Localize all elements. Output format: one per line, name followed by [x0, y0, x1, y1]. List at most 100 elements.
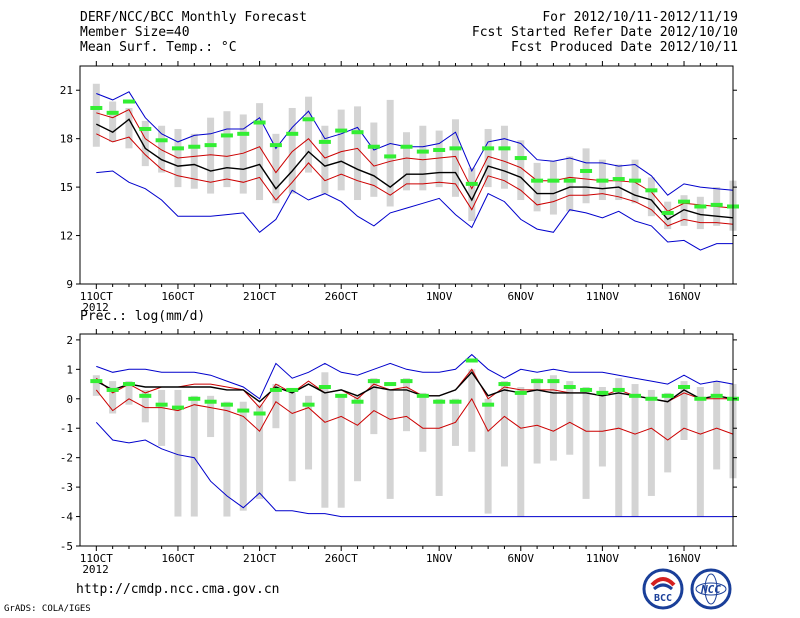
x-tick-label: 11NOV	[586, 552, 619, 565]
observed-mark-32	[596, 390, 609, 395]
observed-mark-23	[449, 399, 462, 404]
y-tick-label: -2	[60, 452, 73, 465]
ensemble-box-16	[337, 395, 345, 508]
observed-mark-24	[465, 358, 478, 363]
ensemble-box-15	[321, 125, 329, 194]
x-tick-label: 11NOV	[586, 290, 619, 303]
ensemble-box-26	[500, 381, 508, 467]
ncc-logo-text: NCC	[700, 583, 721, 596]
observed-mark-7	[188, 144, 201, 149]
y-tick-label: 9	[66, 278, 73, 291]
observed-mark-36	[661, 393, 674, 398]
y-tick-label: -1	[60, 422, 73, 435]
bcc-logo: BCC	[642, 568, 684, 610]
x-tick-label: 26OCT	[325, 552, 358, 565]
observed-mark-23	[449, 146, 462, 151]
ensemble-box-20	[403, 132, 410, 191]
observed-mark-34	[629, 393, 642, 398]
observed-mark-19	[384, 382, 397, 387]
grads-credit: GrADS: COLA/IGES	[4, 604, 91, 614]
series-max-line	[96, 91, 734, 196]
ensemble-box-8	[207, 395, 215, 438]
series-lower-line	[96, 133, 734, 227]
x-tick-label: 16NOV	[667, 552, 700, 565]
observed-mark-20	[400, 144, 413, 149]
observed-mark-22	[433, 399, 446, 404]
observed-mark-38	[694, 396, 707, 401]
observed-mark-18	[367, 379, 380, 384]
ensemble-box-11	[256, 404, 264, 499]
observed-mark-37	[678, 385, 691, 389]
observed-mark-2	[106, 387, 119, 392]
y-tick-label: 21	[60, 84, 73, 97]
ensemble-box-6	[174, 389, 182, 517]
ensemble-box-21	[419, 392, 427, 452]
x-tick-label: 16OCT	[161, 290, 194, 303]
x-tick-label: 26OCT	[325, 290, 358, 303]
observed-mark-12	[269, 143, 282, 148]
ensemble-box-33	[615, 378, 623, 517]
ensemble-box-35	[647, 389, 655, 496]
observed-mark-11	[253, 411, 266, 416]
forecast-period-label: For 2012/10/11-2012/11/19	[542, 10, 738, 25]
y-tick-label: -3	[60, 481, 73, 494]
ensemble-box-7	[190, 395, 198, 517]
source-url: http://cmdp.ncc.cma.gov.cn	[76, 582, 280, 597]
observed-mark-4	[139, 393, 152, 398]
ensemble-box-2	[109, 101, 117, 142]
ensemble-box-25	[484, 128, 492, 188]
series-max-line	[96, 353, 734, 400]
series-upper-line	[96, 108, 734, 212]
observed-mark-6	[171, 146, 184, 151]
ensemble-box-29	[549, 161, 557, 215]
ensemble-box-14	[305, 395, 313, 470]
ensemble-box-18	[370, 122, 378, 197]
observed-mark-35	[645, 396, 658, 401]
x-tick-label: 16OCT	[161, 552, 194, 565]
observed-mark-28	[531, 178, 544, 183]
ensemble-box-20	[403, 378, 410, 432]
observed-mark-29	[547, 379, 560, 384]
observed-mark-28	[531, 379, 544, 384]
ensemble-box-2	[109, 381, 117, 414]
observed-mark-10	[237, 131, 250, 136]
ensemble-box-13	[288, 107, 296, 194]
ensemble-box-9	[223, 401, 231, 517]
observed-mark-21	[416, 149, 429, 154]
observed-mark-5	[155, 138, 168, 143]
ensemble-box-12	[272, 384, 280, 429]
ensemble-box-36	[664, 392, 672, 473]
observed-mark-16	[335, 393, 348, 398]
observed-mark-21	[416, 393, 429, 398]
ensemble-box-32	[598, 387, 606, 467]
ensemble-box-5	[158, 389, 166, 446]
observed-mark-19	[384, 154, 397, 159]
ensemble-box-28	[533, 378, 541, 464]
ensemble-box-4	[141, 120, 149, 167]
observed-mark-3	[122, 99, 135, 104]
y-tick-label: -4	[60, 511, 74, 524]
ensemble-box-22	[435, 398, 443, 496]
x-tick-label: 1NOV	[426, 290, 453, 303]
ensemble-box-30	[566, 381, 574, 455]
y-tick-label: 2	[66, 334, 73, 347]
ensemble-box-17	[354, 106, 362, 201]
ensemble-box-17	[354, 395, 362, 482]
observed-mark-39	[710, 393, 723, 398]
series-min-line	[95, 421, 733, 518]
ensemble-box-19	[386, 389, 394, 499]
ensemble-box-1	[92, 375, 100, 396]
observed-mark-15	[318, 139, 331, 144]
observed-mark-27	[514, 390, 527, 395]
precip-panel-title: Prec.: log(mm/d)	[80, 309, 205, 324]
y-tick-label: -5	[60, 540, 73, 553]
observed-mark-30	[563, 385, 576, 389]
observed-mark-13	[286, 131, 299, 136]
observed-mark-29	[547, 178, 560, 183]
y-tick-label: 18	[60, 133, 73, 146]
observed-mark-6	[171, 405, 184, 410]
observed-mark-14	[302, 402, 315, 407]
observed-mark-3	[122, 382, 135, 387]
ensemble-box-24	[468, 167, 476, 222]
observed-mark-25	[482, 402, 495, 407]
